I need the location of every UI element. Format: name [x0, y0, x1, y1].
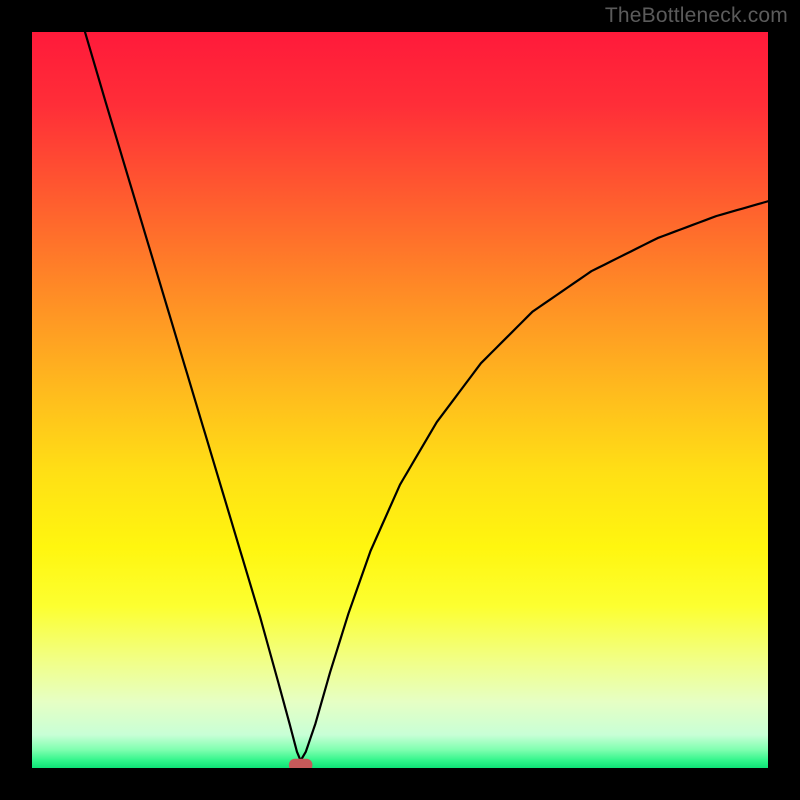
plot-area [32, 32, 768, 768]
optimum-marker [289, 759, 313, 768]
chart-svg [32, 32, 768, 768]
watermark-text: TheBottleneck.com [605, 4, 788, 28]
gradient-background [32, 32, 768, 768]
